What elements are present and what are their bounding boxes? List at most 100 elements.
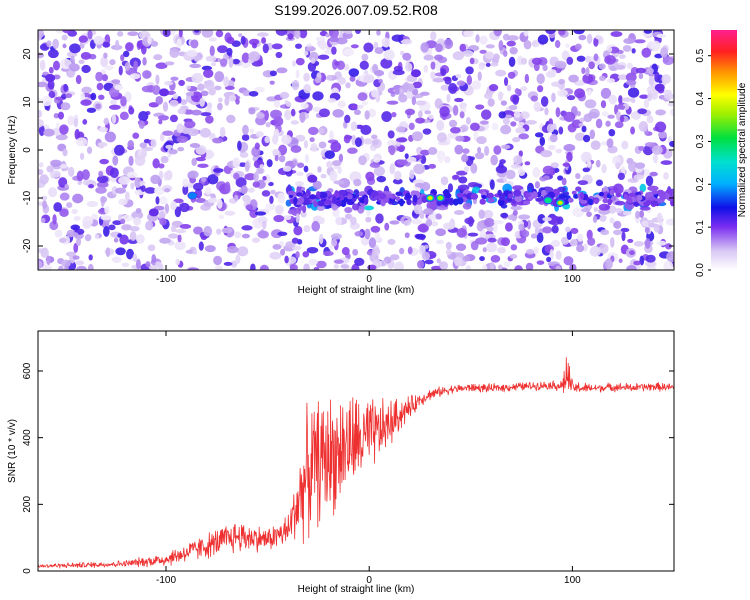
spectrogram-cell: [486, 226, 494, 232]
spectrogram-cell: [97, 142, 108, 147]
spectrogram-cell: [430, 61, 436, 70]
spectrogram-cell: [40, 247, 49, 258]
spectrogram-cell: [150, 174, 161, 185]
spectrogram-cell: [371, 250, 376, 262]
spectrogram-cell: [138, 111, 149, 122]
spectrogram-cell: [663, 92, 674, 100]
spectrogram-cell: [479, 256, 485, 262]
spectrogram-cell: [155, 196, 160, 205]
spectrogram-cell: [536, 232, 544, 244]
spectrogram-cell: [384, 222, 390, 231]
spectrogram-cell: [313, 200, 318, 208]
spectrogram-cell: [159, 237, 171, 244]
spectrogram-cell: [404, 108, 416, 116]
spectrogram-cell: [203, 69, 214, 78]
spectrogram-cell: [127, 140, 135, 150]
spectrogram-cell: [204, 79, 215, 91]
spectrogram-cell: [47, 49, 59, 59]
spectrogram-cell: [328, 245, 333, 250]
spectrogram-cell: [306, 246, 319, 254]
spectrogram-cell: [417, 260, 425, 269]
spectrogram-cell: [189, 63, 202, 69]
spectrogram-cell: [354, 137, 362, 148]
spectrogram-cell: [129, 226, 140, 232]
spectrogram-cell: [563, 256, 574, 266]
spectrogram-cell: [119, 234, 129, 245]
spectrogram-cell: [483, 217, 495, 227]
spectrogram-cell: [359, 60, 369, 70]
spectrogram-cell: [567, 197, 574, 203]
spectrogram-cell: [177, 234, 182, 243]
spectrogram-cell: [315, 260, 327, 269]
spectrogram-cell: [121, 262, 130, 268]
spectrogram-cell: [467, 232, 479, 237]
spectrogram-cell: [333, 264, 340, 269]
spectrogram-cell: [585, 55, 591, 63]
spectrogram-cell: [141, 148, 147, 158]
spectrogram-cell: [232, 58, 240, 65]
spectrogram-cell: [211, 62, 217, 67]
spectrogram-frame: [37, 29, 675, 271]
spectrogram-cell: [303, 263, 310, 270]
spectrogram-cell: [506, 40, 516, 47]
spectrogram-cell: [465, 264, 471, 270]
spectrogram-cell: [77, 180, 82, 185]
spectrogram-cell: [639, 183, 647, 193]
spectrogram-cell: [525, 262, 534, 270]
spectrogram-cell: [405, 192, 411, 199]
spectrogram-cell: [503, 77, 509, 87]
spectrogram-cell: [498, 40, 504, 51]
spectrogram-cell: [296, 171, 304, 177]
spectrogram-cell: [293, 225, 303, 236]
snr-ytick-label: 200: [22, 496, 33, 513]
spectrogram-cell: [252, 181, 260, 188]
spectrogram-cell: [666, 251, 674, 263]
spectrogram-cell: [200, 90, 209, 97]
spectrogram-cell: [244, 173, 257, 181]
spectrogram-cell: [551, 92, 556, 103]
spectrogram-cell: [498, 91, 503, 102]
spectrogram-cell: [302, 194, 308, 199]
spectrogram-cell: [287, 209, 295, 215]
spectrogram-cell: [626, 196, 633, 204]
spectrogram-cell: [374, 231, 381, 241]
spectrogram-cell: [431, 220, 439, 227]
spectrogram-cell: [537, 213, 546, 224]
spectrogram-cell: [317, 54, 330, 60]
spectrogram-cell: [520, 86, 528, 92]
spectrogram-cell: [414, 182, 425, 188]
spectrogram-cell: [313, 266, 320, 270]
spectrogram-cell: [575, 173, 581, 180]
spectrogram-cell: [651, 145, 663, 155]
spectrogram-cell: [269, 195, 274, 204]
spectrogram-cell: [638, 72, 644, 80]
spectrogram-cell: [628, 192, 635, 198]
spectrogram-cell: [657, 130, 668, 139]
spectrogram-cell: [86, 200, 99, 208]
spectrogram-cell: [607, 198, 612, 206]
spectrogram-cell: [60, 93, 67, 100]
spectrogram-cell: [67, 115, 75, 126]
spectrogram-cell: [310, 142, 318, 152]
spectrogram-cell: [354, 231, 364, 237]
spectrogram-cell: [386, 100, 399, 105]
spectrogram-cell: [349, 75, 356, 82]
spectrogram-cell: [343, 48, 355, 56]
spectrogram-cell: [561, 236, 569, 245]
spectrogram-cell: [153, 54, 163, 61]
spectrogram-cell: [497, 264, 503, 270]
spectrogram-cell: [374, 47, 384, 55]
spectrogram-cell: [400, 38, 413, 45]
spectrogram-cell: [439, 106, 450, 117]
spectrogram-cell: [659, 192, 667, 201]
spectrogram-cell: [447, 183, 454, 193]
spectrogram-cell: [483, 92, 493, 100]
spectrogram-cell: [436, 258, 441, 264]
spectrogram-cell: [407, 83, 415, 92]
spectrogram-cell: [66, 202, 73, 208]
snr-xtick-label: -100: [156, 575, 176, 586]
spectrogram-cell: [645, 175, 654, 187]
spectrogram-cell: [575, 43, 582, 50]
spectrogram-cell: [133, 216, 142, 226]
spectrogram-cell: [248, 91, 259, 97]
